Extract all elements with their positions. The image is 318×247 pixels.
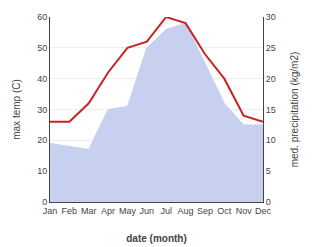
- svg-text:Aug: Aug: [178, 206, 194, 216]
- svg-text:5: 5: [266, 166, 271, 176]
- svg-text:10: 10: [266, 135, 276, 145]
- svg-text:60: 60: [37, 12, 47, 22]
- svg-text:Jun: Jun: [140, 206, 155, 216]
- svg-text:Sep: Sep: [197, 206, 213, 216]
- svg-text:Apr: Apr: [101, 206, 115, 216]
- svg-text:Oct: Oct: [217, 206, 232, 216]
- svg-text:40: 40: [37, 74, 47, 84]
- svg-text:0: 0: [42, 197, 47, 207]
- svg-text:30: 30: [266, 12, 276, 22]
- svg-text:max temp (C): max temp (C): [11, 79, 22, 140]
- svg-text:50: 50: [37, 43, 47, 53]
- svg-text:Feb: Feb: [62, 206, 78, 216]
- svg-text:May: May: [119, 206, 137, 216]
- svg-text:Mar: Mar: [81, 206, 97, 216]
- svg-text:date (month): date (month): [126, 233, 187, 244]
- svg-text:Jul: Jul: [160, 206, 172, 216]
- svg-text:15: 15: [266, 105, 276, 115]
- svg-text:Jan: Jan: [43, 206, 58, 216]
- svg-text:10: 10: [37, 166, 47, 176]
- svg-text:20: 20: [266, 74, 276, 84]
- svg-text:20: 20: [37, 135, 47, 145]
- svg-text:med. precipitation (kg/m2): med. precipitation (kg/m2): [289, 52, 300, 168]
- svg-text:25: 25: [266, 43, 276, 53]
- svg-text:Dec: Dec: [255, 206, 272, 216]
- svg-text:30: 30: [37, 105, 47, 115]
- svg-text:0: 0: [266, 197, 271, 207]
- svg-text:Nov: Nov: [236, 206, 253, 216]
